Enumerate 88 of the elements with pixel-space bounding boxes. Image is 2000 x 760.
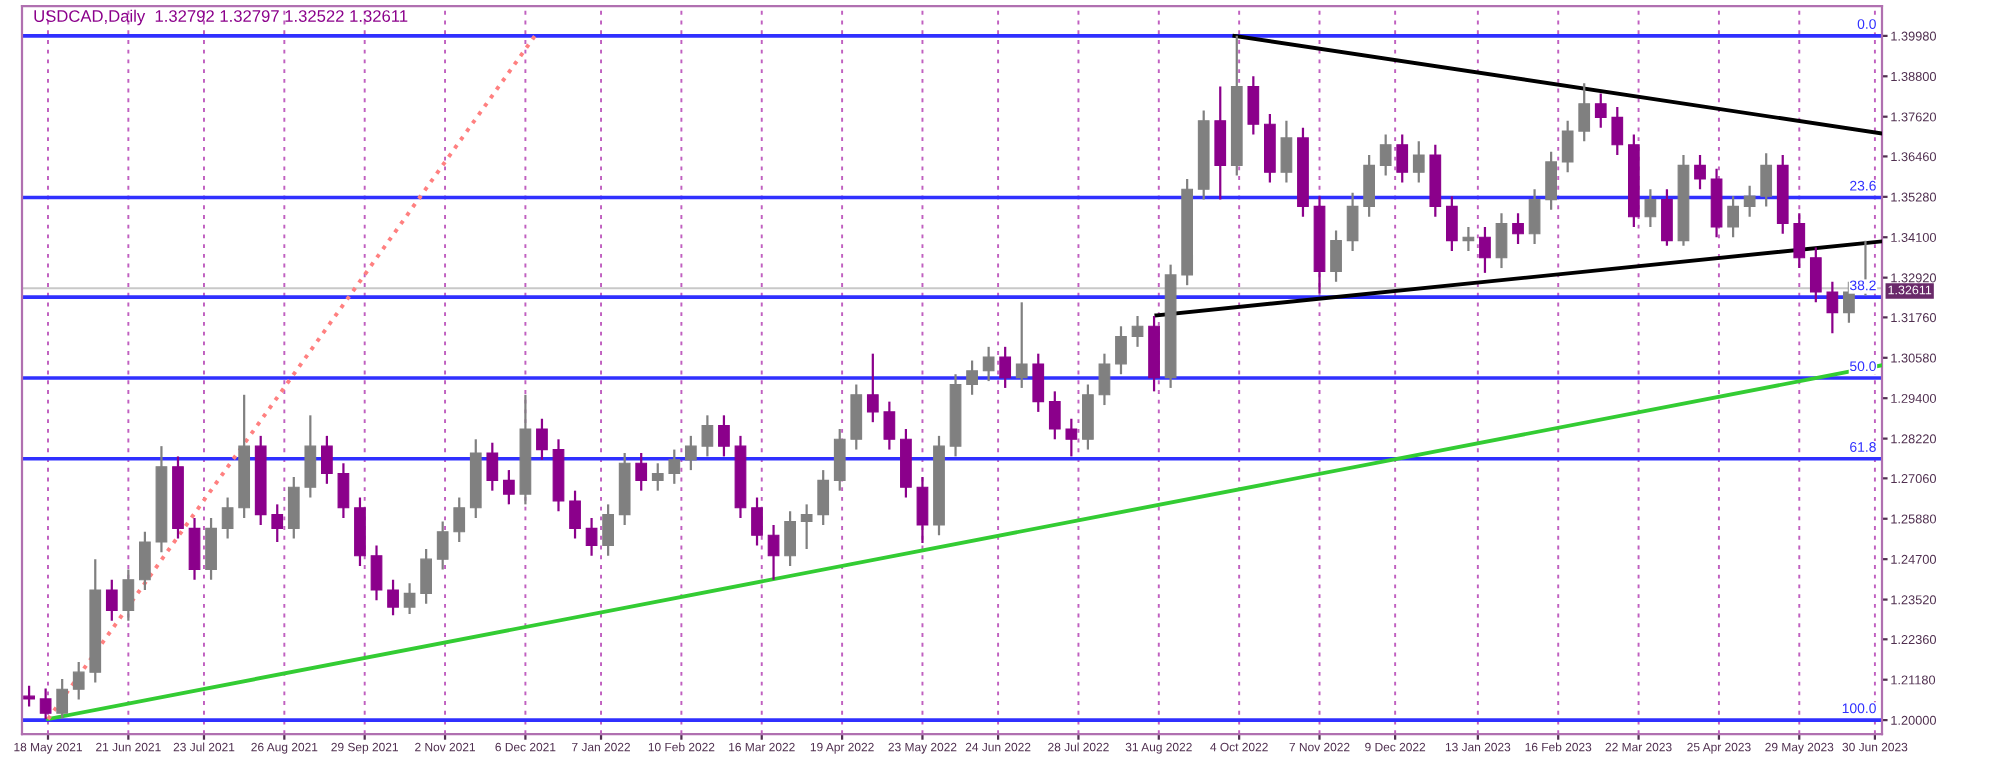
candlestick [850, 383, 863, 451]
candlestick [817, 469, 830, 527]
candlestick [651, 462, 664, 492]
candlestick [287, 475, 300, 540]
candlestick [337, 462, 350, 520]
candlestick [982, 345, 995, 383]
candlestick [420, 547, 433, 605]
candlestick [569, 489, 581, 540]
candlestick [1710, 167, 1723, 239]
candlestick [1032, 352, 1045, 414]
candlestick [188, 516, 201, 581]
candlestick [602, 503, 614, 557]
candlestick [1727, 195, 1739, 239]
candlestick [1512, 212, 1524, 246]
candlestick [784, 510, 796, 568]
candlestick [1694, 153, 1706, 191]
candlestick [1661, 188, 1673, 247]
candlestick [999, 345, 1012, 390]
candlestick [23, 684, 35, 708]
candlestick [321, 434, 333, 485]
candlestick [751, 496, 763, 547]
candlestick [1330, 229, 1342, 283]
candlestick [56, 677, 69, 720]
candlestick [1412, 140, 1425, 184]
candlestick [502, 469, 515, 506]
candlestick [1346, 191, 1359, 253]
candlestick [767, 523, 780, 581]
candlestick [1760, 152, 1773, 208]
candlestick [453, 496, 466, 544]
candlestick [370, 544, 383, 602]
candlestick [1115, 325, 1127, 376]
candlestick [1743, 184, 1756, 218]
candlestick [1611, 106, 1624, 157]
candlestick [1015, 301, 1028, 390]
candlestick [221, 496, 234, 540]
candlestick [1363, 153, 1376, 218]
candlestick [1379, 133, 1392, 177]
candlestick [139, 530, 151, 592]
candlestick [1264, 112, 1276, 184]
candlestick [354, 496, 366, 568]
candlestick [304, 414, 317, 499]
candlestick [585, 516, 598, 557]
candlestick [800, 503, 813, 550]
candlestick [486, 441, 499, 492]
candlestick [72, 660, 85, 701]
candlestick [1462, 225, 1475, 253]
candlestick [966, 359, 978, 396]
candlestick [701, 414, 714, 458]
candlestick [916, 475, 929, 545]
candlestick [1098, 352, 1111, 407]
candlestick [635, 451, 648, 492]
candlestick [1214, 85, 1227, 201]
candlestick [1396, 133, 1409, 184]
candlestick [1280, 119, 1293, 184]
candlestick [866, 352, 879, 424]
candlestick [1594, 92, 1607, 129]
candlestick [1545, 150, 1557, 211]
candlestick [1445, 195, 1458, 253]
candlestick [1578, 82, 1591, 143]
candlestick [387, 578, 399, 617]
candlestick [1048, 390, 1061, 441]
candlestick [39, 687, 52, 721]
candlestick [684, 434, 697, 472]
candlestick [1495, 212, 1508, 270]
candlestick [1131, 314, 1144, 348]
candlestick [271, 503, 284, 544]
chart-title: USDCAD,Daily 1.32792 1.32797 1.32522 1.32611 [34, 9, 408, 26]
candlestick [883, 400, 896, 451]
candlestick [1247, 75, 1260, 136]
candlestick [718, 414, 730, 458]
candlestick [205, 516, 217, 581]
candlestick [900, 427, 912, 499]
candlestick [833, 427, 846, 492]
candlestick [536, 417, 548, 461]
candlestick [668, 448, 681, 485]
candlestick [1479, 225, 1491, 274]
candlestick [1809, 246, 1822, 304]
candlestick [1561, 119, 1574, 174]
candlestick [1826, 280, 1839, 335]
candlestick [403, 582, 416, 616]
candlestick [436, 520, 449, 571]
candlestick [122, 568, 135, 622]
candlestick [105, 578, 118, 622]
candlestick [1644, 188, 1657, 229]
candlestick [1082, 383, 1094, 451]
candlestick [1793, 212, 1806, 270]
candlestick [1528, 188, 1541, 246]
candlestick [1065, 417, 1078, 458]
